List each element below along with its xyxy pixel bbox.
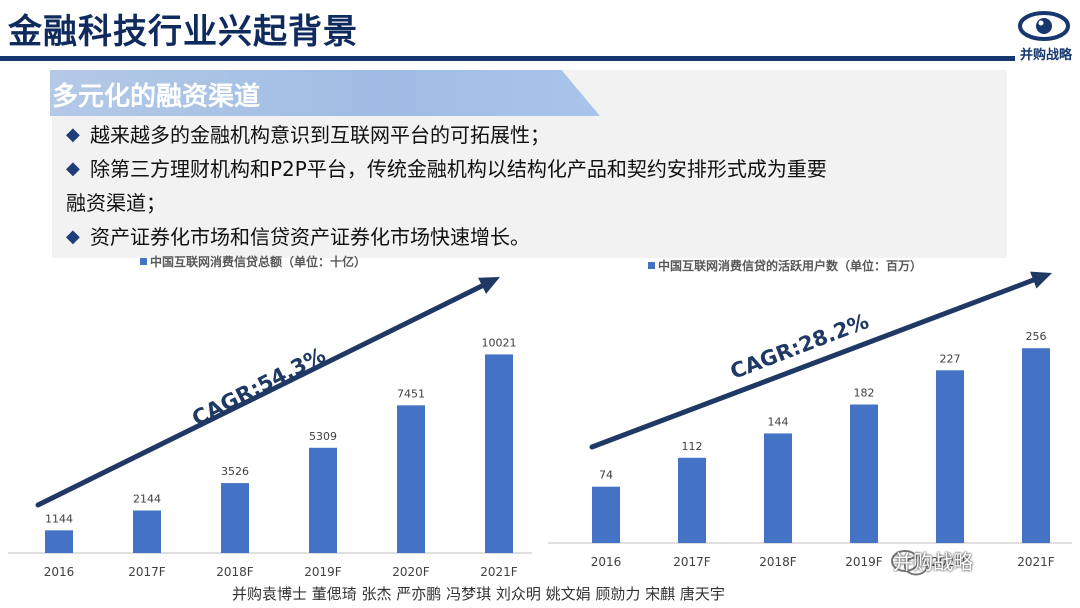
section-title: 多元化的融资渠道 bbox=[52, 82, 261, 112]
data-label: 256 bbox=[1026, 330, 1047, 343]
data-label: 7451 bbox=[397, 387, 425, 400]
trend-arrow-head bbox=[478, 277, 500, 294]
diamond-bullet-icon: ◆ bbox=[66, 124, 80, 145]
bullet-list: ◆ 越来越多的金融机构意识到互联网平台的可拓展性； ◆ 除第三方理财机构和P2P… bbox=[66, 118, 966, 254]
cagr-annotation: CAGR:54.3% bbox=[188, 343, 329, 431]
title-divider bbox=[0, 56, 1015, 61]
legend-label: 中国互联网消费信贷的活跃用户数（单位：百万） bbox=[658, 258, 922, 273]
trend-arrow-line bbox=[589, 277, 1036, 450]
data-label: 1144 bbox=[45, 512, 73, 525]
legend-label: 中国互联网消费信贷总额（单位：十亿） bbox=[150, 255, 366, 269]
footer-credits: 并购袁博士 董偲琦 张杰 严亦鹏 冯梦琪 刘众明 姚文娟 顾勍力 宋麒 唐天宇 bbox=[232, 585, 725, 603]
bullet-item: ◆ 资产证券化市场和信贷资产证券化市场快速增长。 bbox=[66, 220, 966, 254]
bar bbox=[592, 486, 620, 543]
eye-logo-icon bbox=[1018, 11, 1070, 41]
bullet-item: ◆ 除第三方理财机构和P2P平台，传统金融机构以结构化产品和契约安排形式成为重要 bbox=[66, 152, 966, 186]
x-tick-label: 2017F bbox=[128, 565, 166, 579]
wechat-icon bbox=[891, 550, 928, 576]
data-label: 5309 bbox=[309, 430, 337, 443]
data-label: 10021 bbox=[482, 336, 517, 349]
legend-swatch bbox=[140, 258, 147, 265]
bullet-text: 资产证券化市场和信贷资产证券化市场快速增长。 bbox=[90, 225, 530, 249]
diamond-bullet-icon: ◆ bbox=[66, 226, 80, 247]
data-label: 144 bbox=[768, 415, 789, 428]
section-banner bbox=[50, 70, 600, 116]
x-tick-label: 2017F bbox=[673, 555, 711, 569]
bar bbox=[221, 483, 249, 553]
bar bbox=[936, 370, 964, 543]
bullet-text: 融资渠道； bbox=[66, 191, 166, 215]
data-label: 3526 bbox=[221, 465, 249, 478]
loan-volume-chart: 中国互联网消费信贷总额（单位：十亿） 1144 2016 2144 2017F 3526 2… bbox=[8, 255, 532, 579]
x-tick-label: 2016 bbox=[44, 565, 75, 579]
bar bbox=[133, 510, 161, 553]
page-title: 金融科技行业兴起背景 bbox=[8, 12, 358, 52]
trend-arrow-head bbox=[1030, 271, 1052, 289]
bar bbox=[1022, 348, 1050, 543]
bar bbox=[485, 354, 513, 553]
x-tick-label: 2020F bbox=[392, 565, 430, 579]
x-tick-label: 2018F bbox=[759, 555, 797, 569]
bar bbox=[309, 447, 337, 553]
watermark-text: 并购战略 bbox=[893, 550, 973, 574]
bar bbox=[397, 405, 425, 553]
data-label: 74 bbox=[599, 469, 613, 482]
x-tick-label: 2018F bbox=[216, 565, 254, 579]
x-tick-label: 2019F bbox=[304, 565, 342, 579]
x-tick-label: 2021F bbox=[480, 565, 518, 579]
logo-text: 并购战略 bbox=[1019, 48, 1072, 63]
data-label: 182 bbox=[854, 387, 875, 400]
bullet-text: 越来越多的金融机构意识到互联网平台的可拓展性； bbox=[90, 123, 550, 147]
x-tick-label: 2016 bbox=[591, 555, 622, 569]
data-label: 112 bbox=[682, 440, 703, 453]
data-label: 2144 bbox=[133, 493, 161, 506]
bar bbox=[850, 404, 878, 543]
x-tick-label: 2019F bbox=[845, 555, 883, 569]
x-tick-label: 2020F bbox=[931, 555, 969, 569]
bar bbox=[764, 433, 792, 543]
bullet-item: ◆ 越来越多的金融机构意识到互联网平台的可拓展性； bbox=[66, 118, 966, 152]
bar bbox=[678, 457, 706, 543]
cagr-annotation: CAGR:28.2% bbox=[727, 309, 872, 384]
bullet-continuation: 融资渠道； bbox=[66, 186, 966, 220]
diamond-bullet-icon: ◆ bbox=[66, 158, 80, 179]
x-tick-label: 2021F bbox=[1017, 555, 1055, 569]
trend-arrow-line bbox=[35, 283, 485, 508]
active-users-chart: 中国互联网消费信贷的活跃用户数（单位：百万） 74 2016 112 2017F 144 2… bbox=[548, 258, 1072, 569]
bullet-text: 除第三方理财机构和P2P平台，传统金融机构以结构化产品和契约安排形式成为重要 bbox=[90, 157, 827, 181]
legend-swatch bbox=[648, 262, 655, 269]
data-label: 227 bbox=[940, 352, 961, 365]
bar bbox=[45, 530, 73, 553]
